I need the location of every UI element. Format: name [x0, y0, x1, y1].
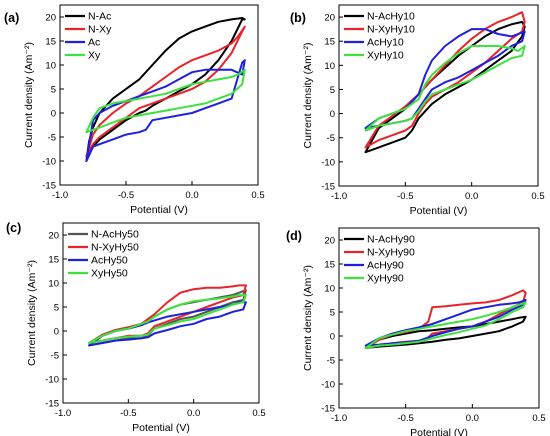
- legend-label: AcHy50: [91, 255, 128, 267]
- panel-label: (b): [290, 11, 306, 25]
- chart-panel-0: -1.0 -0.5 0.0 0.5 -15 -10 -5 0 5 10 15 20 Potential …: [4, 4, 265, 216]
- x-tick-label: -0.5: [118, 190, 134, 201]
- series-line-achy10: [364, 28, 526, 130]
- y-tick-label: 10: [45, 61, 56, 72]
- y-tick-label: 10: [324, 284, 335, 295]
- series-line-n-achy90: [364, 315, 527, 349]
- y-axis-label: Current density (Am⁻²): [23, 42, 35, 148]
- y-tick-label: 20: [324, 13, 335, 24]
- y-tick-label: 0: [330, 109, 335, 120]
- y-tick-label: -15: [321, 404, 335, 415]
- series-line-n-xy: [85, 25, 246, 158]
- y-tick-label: 5: [51, 85, 56, 96]
- y-tick-label: -10: [42, 157, 56, 168]
- legend-label: XyHy50: [91, 268, 128, 280]
- x-tick-label: -1.0: [55, 408, 71, 419]
- series-line-ac: [85, 59, 246, 162]
- y-tick-label: 0: [54, 327, 59, 338]
- legend-label: N-XyHy90: [367, 247, 415, 259]
- x-tick-label: -0.5: [397, 413, 413, 424]
- y-tick-label: 20: [45, 13, 56, 24]
- x-axis-label: Potential (V): [410, 427, 468, 436]
- y-tick-label: 15: [324, 37, 335, 48]
- y-tick-label: -10: [45, 375, 59, 386]
- x-tick-label: 0.0: [185, 190, 198, 201]
- series-line-xy: [85, 68, 246, 134]
- y-tick-label: -5: [48, 133, 56, 144]
- y-tick-label: -15: [42, 181, 56, 192]
- y-tick-label: 20: [48, 231, 59, 242]
- x-tick-label: 0.5: [531, 191, 544, 202]
- legend-label: N-Ac: [88, 11, 111, 23]
- legend-label: N-XyHy10: [367, 24, 415, 36]
- y-tick-label: 0: [330, 332, 335, 343]
- y-tick-label: 5: [330, 85, 335, 96]
- legend-label: N-XyHy50: [91, 242, 139, 254]
- legend-label: AcHy90: [367, 260, 404, 272]
- x-tick-label: -1.0: [52, 190, 68, 201]
- legend-label: N-AcHy50: [91, 229, 139, 241]
- y-tick-label: 5: [54, 303, 59, 314]
- chart-panel-1: -1.0 -0.5 0.0 0.5 -15 -10 -5 0 5 10 15 20 Potential …: [290, 4, 545, 217]
- series-line-n-xyhy50: [88, 284, 247, 344]
- series-line-xyhy90: [364, 301, 527, 349]
- legend-label: AcHy10: [367, 37, 404, 49]
- x-tick-label: 0.5: [252, 408, 265, 419]
- y-tick-label: 15: [48, 255, 59, 266]
- legend-label: Ac: [88, 37, 100, 49]
- chart-panel-3: -1.0 -0.5 0.0 0.5 -15 -10 -5 0 5 10 15 20 Potential …: [286, 227, 546, 436]
- x-tick-label: 0.0: [465, 191, 478, 202]
- plot-frame: [338, 227, 540, 409]
- x-axis-label: Potential (V): [410, 205, 468, 217]
- series-line-achy90: [364, 299, 527, 347]
- x-tick-label: 0.5: [251, 190, 264, 201]
- y-tick-label: 0: [51, 109, 56, 120]
- y-tick-label: -10: [321, 157, 335, 168]
- y-tick-label: -10: [321, 380, 335, 391]
- y-tick-label: 20: [324, 236, 335, 247]
- x-axis-label: Potential (V): [132, 422, 190, 434]
- y-tick-label: -15: [45, 399, 59, 410]
- plot-frame: [338, 4, 539, 187]
- y-tick-label: -5: [51, 351, 59, 362]
- legend-label: N-AcHy10: [367, 11, 415, 23]
- y-tick-label: -15: [321, 182, 335, 193]
- y-tick-label: 15: [324, 260, 335, 271]
- series-line-achy50: [88, 301, 247, 347]
- y-tick-label: 10: [324, 61, 335, 72]
- legend-label: N-Xy: [88, 24, 112, 36]
- legend-label: N-AcHy90: [367, 234, 415, 246]
- y-axis-label: Current density (Am⁻²): [302, 265, 314, 371]
- legend-label: Xy: [88, 50, 101, 62]
- x-tick-label: 0.0: [466, 413, 479, 424]
- panel-label: (a): [4, 11, 19, 25]
- y-tick-label: -5: [327, 133, 335, 144]
- panel-label: (d): [286, 229, 302, 243]
- series-line-xyhy10: [364, 45, 526, 132]
- y-tick-label: -5: [327, 356, 335, 367]
- x-axis-label: Potential (V): [130, 204, 188, 216]
- legend-label: XyHy10: [367, 50, 404, 62]
- plot-frame: [62, 222, 260, 404]
- x-tick-label: 0.0: [187, 408, 200, 419]
- legend-label: XyHy90: [367, 273, 404, 285]
- y-axis-label: Current density (Am⁻²): [26, 260, 38, 366]
- series-line-xyhy50: [88, 294, 247, 344]
- y-axis-label: Current density (Am⁻²): [302, 43, 314, 149]
- x-tick-label: -1.0: [331, 191, 347, 202]
- y-tick-label: 15: [45, 37, 56, 48]
- y-tick-label: 10: [48, 279, 59, 290]
- x-tick-label: -0.5: [120, 408, 136, 419]
- x-tick-label: 0.5: [532, 413, 545, 424]
- x-tick-label: -0.5: [397, 191, 413, 202]
- chart-panel-2: -1.0 -0.5 0.0 0.5 -15 -10 -5 0 5 10 15 20 Potential …: [6, 221, 266, 434]
- panel-label: (c): [6, 221, 21, 235]
- y-tick-label: 5: [330, 308, 335, 319]
- series-line-n-ac: [85, 17, 246, 162]
- plot-frame: [59, 4, 259, 186]
- x-tick-label: -1.0: [331, 413, 347, 424]
